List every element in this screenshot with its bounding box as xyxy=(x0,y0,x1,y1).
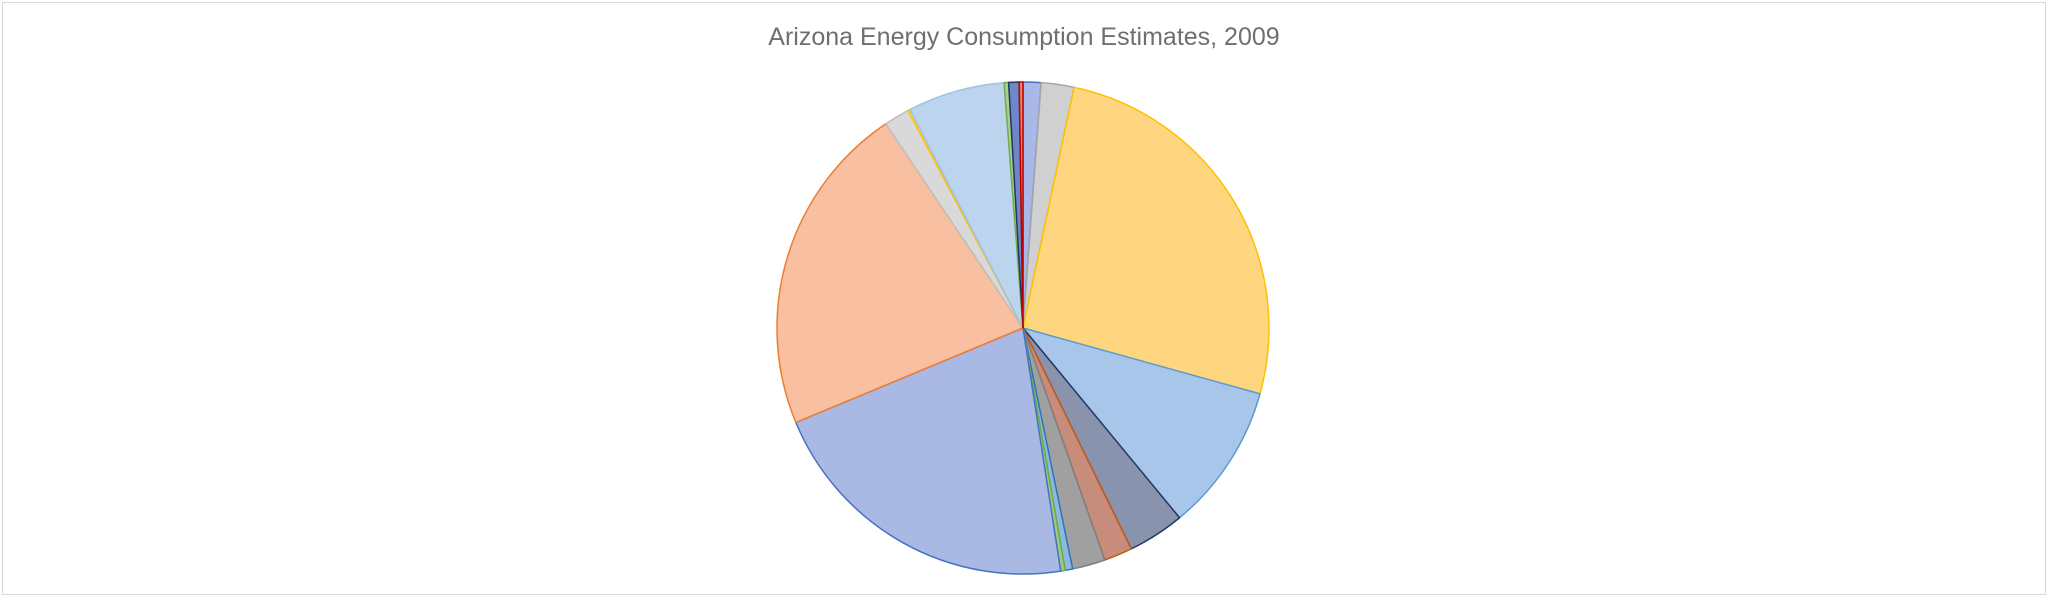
pie-slice-10 xyxy=(795,327,1062,575)
pie-slice-4 xyxy=(1022,327,1261,519)
pie-slices xyxy=(776,81,1270,575)
pie-slice-17 xyxy=(1018,81,1024,329)
pie-slice-3 xyxy=(1022,86,1270,395)
chart-title: Arizona Energy Consumption Estimates, 20… xyxy=(768,23,1280,51)
pie-slice-11 xyxy=(776,123,1024,424)
pie-chart xyxy=(776,81,1270,575)
